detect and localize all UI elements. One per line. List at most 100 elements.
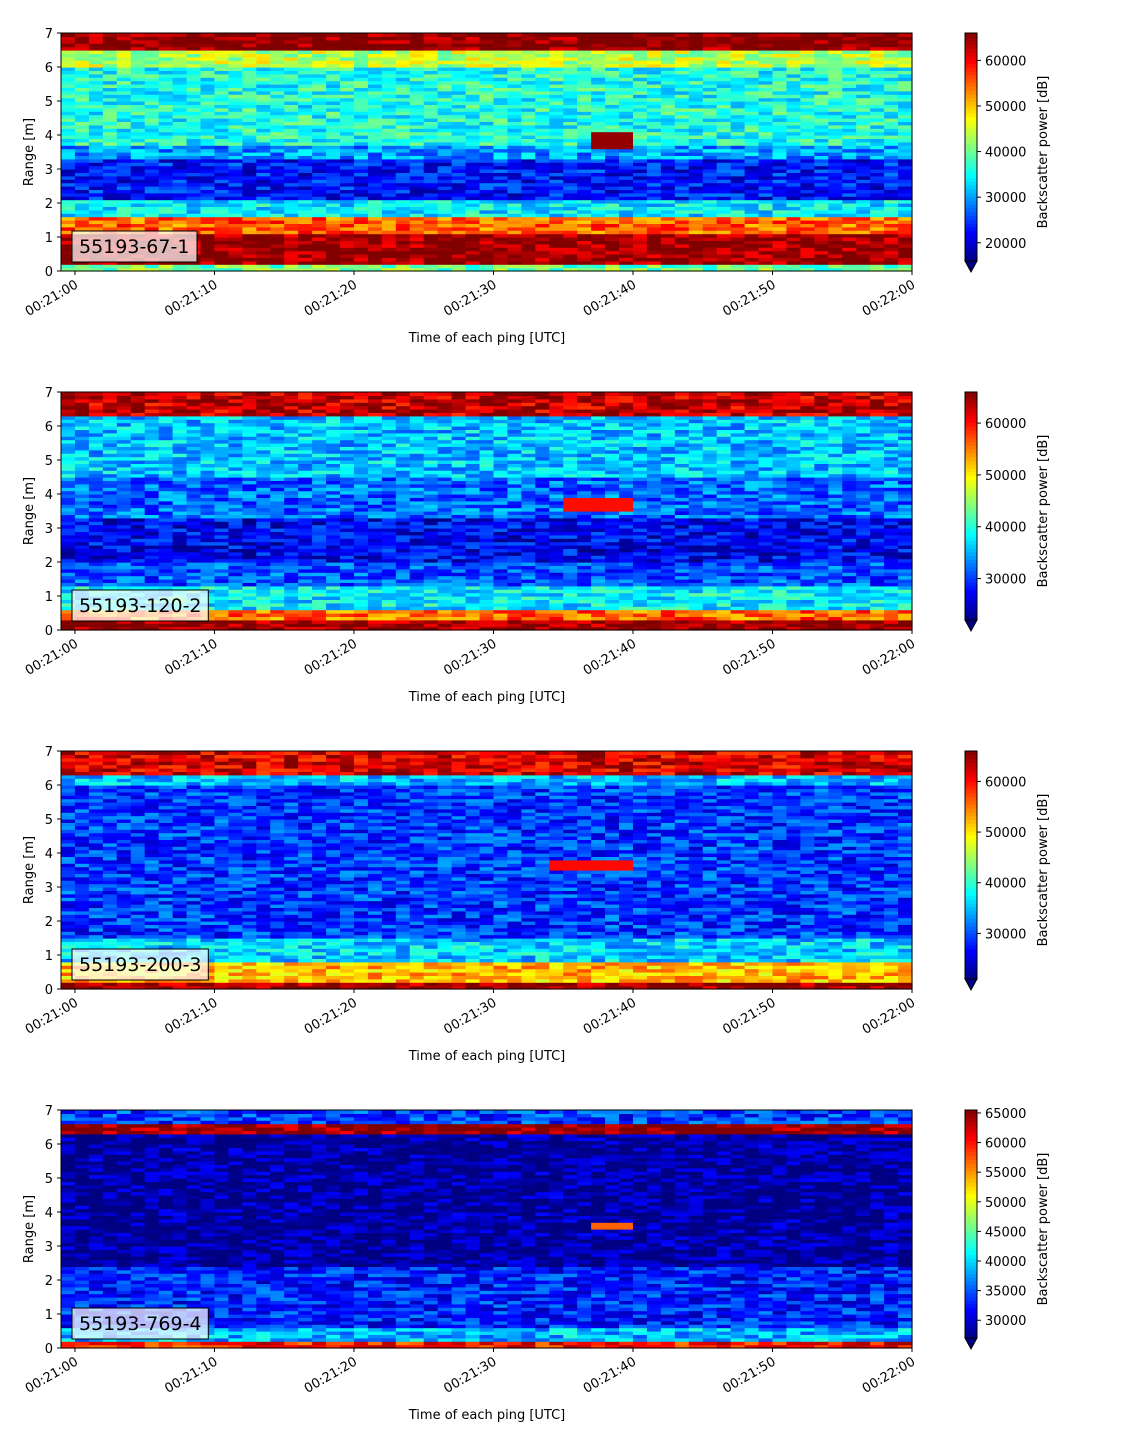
heatmap-cell — [172, 104, 188, 109]
heatmap-cell — [228, 254, 243, 258]
heatmap-cell — [130, 223, 146, 228]
heatmap-cell — [381, 243, 397, 248]
heatmap-cell — [144, 203, 160, 207]
heatmap-cell — [423, 260, 439, 265]
heatmap-cell — [744, 243, 760, 248]
heatmap-cell — [702, 233, 718, 238]
heatmap-cell — [451, 36, 467, 41]
heatmap-cell — [88, 138, 104, 143]
heatmap-cell — [116, 73, 132, 78]
heatmap-cell — [521, 152, 536, 156]
heatmap-cell — [186, 158, 202, 163]
heatmap-cell — [646, 186, 662, 190]
heatmap-cell — [632, 230, 648, 235]
heatmap-cell — [563, 94, 578, 99]
heatmap-cell — [563, 114, 578, 119]
heatmap-cell — [632, 247, 648, 252]
heatmap-cell — [186, 90, 202, 95]
heatmap-cell — [563, 199, 578, 204]
heatmap-cell — [312, 70, 327, 75]
heatmap-cell — [130, 186, 146, 190]
heatmap-cell — [158, 162, 174, 167]
heatmap-cell — [423, 73, 439, 78]
heatmap-cell — [507, 182, 522, 187]
heatmap-cell — [116, 33, 132, 37]
heatmap-cell — [549, 257, 564, 262]
heatmap-cell — [200, 36, 216, 41]
heatmap-cell — [563, 50, 578, 54]
heatmap-cell — [61, 121, 76, 126]
heatmap-cell — [409, 213, 425, 218]
heatmap-cell — [591, 94, 606, 99]
heatmap-cell — [116, 196, 132, 201]
heatmap-cell — [549, 148, 564, 153]
heatmap-cell — [507, 131, 522, 136]
heatmap-cell — [646, 250, 662, 255]
heatmap-cell — [563, 220, 578, 224]
heatmap-cell — [158, 33, 174, 37]
heatmap-cell — [312, 247, 327, 252]
heatmap-cell — [61, 101, 76, 105]
heatmap-cell — [646, 138, 662, 143]
heatmap-cell — [312, 118, 327, 122]
heatmap-cell — [61, 145, 76, 150]
heatmap-cell — [563, 97, 578, 102]
heatmap-cell — [61, 128, 76, 133]
heatmap-cell — [744, 264, 760, 269]
heatmap-cell — [507, 97, 522, 102]
heatmap-cell — [507, 121, 522, 126]
heatmap-cell — [479, 169, 495, 173]
heatmap-cell — [479, 260, 495, 265]
colorbar-tick-label: 30000 — [985, 191, 1026, 206]
heatmap-cell — [674, 87, 690, 92]
heatmap-cell — [298, 114, 313, 119]
heatmap-cell — [660, 94, 676, 99]
heatmap-cell — [660, 209, 676, 214]
heatmap-cell — [367, 257, 383, 262]
heatmap-cell — [102, 223, 118, 228]
heatmap-cell — [395, 63, 411, 68]
heatmap-cell — [186, 80, 202, 85]
heatmap-cell — [549, 165, 564, 170]
heatmap-cell — [395, 230, 411, 235]
heatmap-cell — [465, 196, 481, 201]
heatmap-cell — [228, 165, 243, 170]
heatmap-cell — [367, 179, 383, 184]
heatmap-cell — [144, 80, 160, 85]
heatmap-cell — [256, 192, 271, 197]
heatmap-cell — [563, 158, 578, 163]
heatmap-cell — [242, 226, 257, 231]
heatmap-cell — [632, 209, 648, 214]
heatmap-cell — [256, 260, 271, 265]
heatmap-cell — [144, 114, 160, 119]
heatmap-cell — [605, 87, 620, 92]
heatmap-cell — [340, 192, 355, 197]
heatmap-cell — [353, 199, 369, 204]
heatmap-cell — [605, 162, 620, 167]
heatmap-cell — [298, 141, 313, 146]
heatmap-cell — [646, 39, 662, 44]
heatmap-cell — [102, 97, 118, 102]
heatmap-cell — [326, 247, 341, 252]
heatmap-cell — [563, 36, 578, 41]
heatmap-cell — [214, 70, 230, 75]
heatmap-cell — [298, 145, 313, 150]
heatmap-cell — [102, 504, 118, 509]
heatmap-cell — [172, 63, 188, 68]
heatmap-cell — [605, 107, 620, 112]
heatmap-cell — [619, 206, 634, 211]
heatmap-cell — [186, 216, 202, 221]
heatmap-cell — [172, 152, 188, 156]
heatmap-cell — [298, 226, 313, 231]
heatmap-cell — [521, 138, 536, 143]
heatmap-cell — [605, 114, 620, 119]
heatmap-cell — [228, 169, 243, 173]
heatmap-cell — [186, 165, 202, 170]
heatmap-cell — [256, 107, 271, 112]
heatmap-cell — [535, 179, 550, 184]
heatmap-cell — [493, 67, 509, 71]
heatmap-cell — [284, 172, 299, 177]
heatmap-cell — [744, 182, 760, 187]
heatmap-cell — [270, 243, 285, 248]
heatmap-cell — [521, 220, 536, 224]
